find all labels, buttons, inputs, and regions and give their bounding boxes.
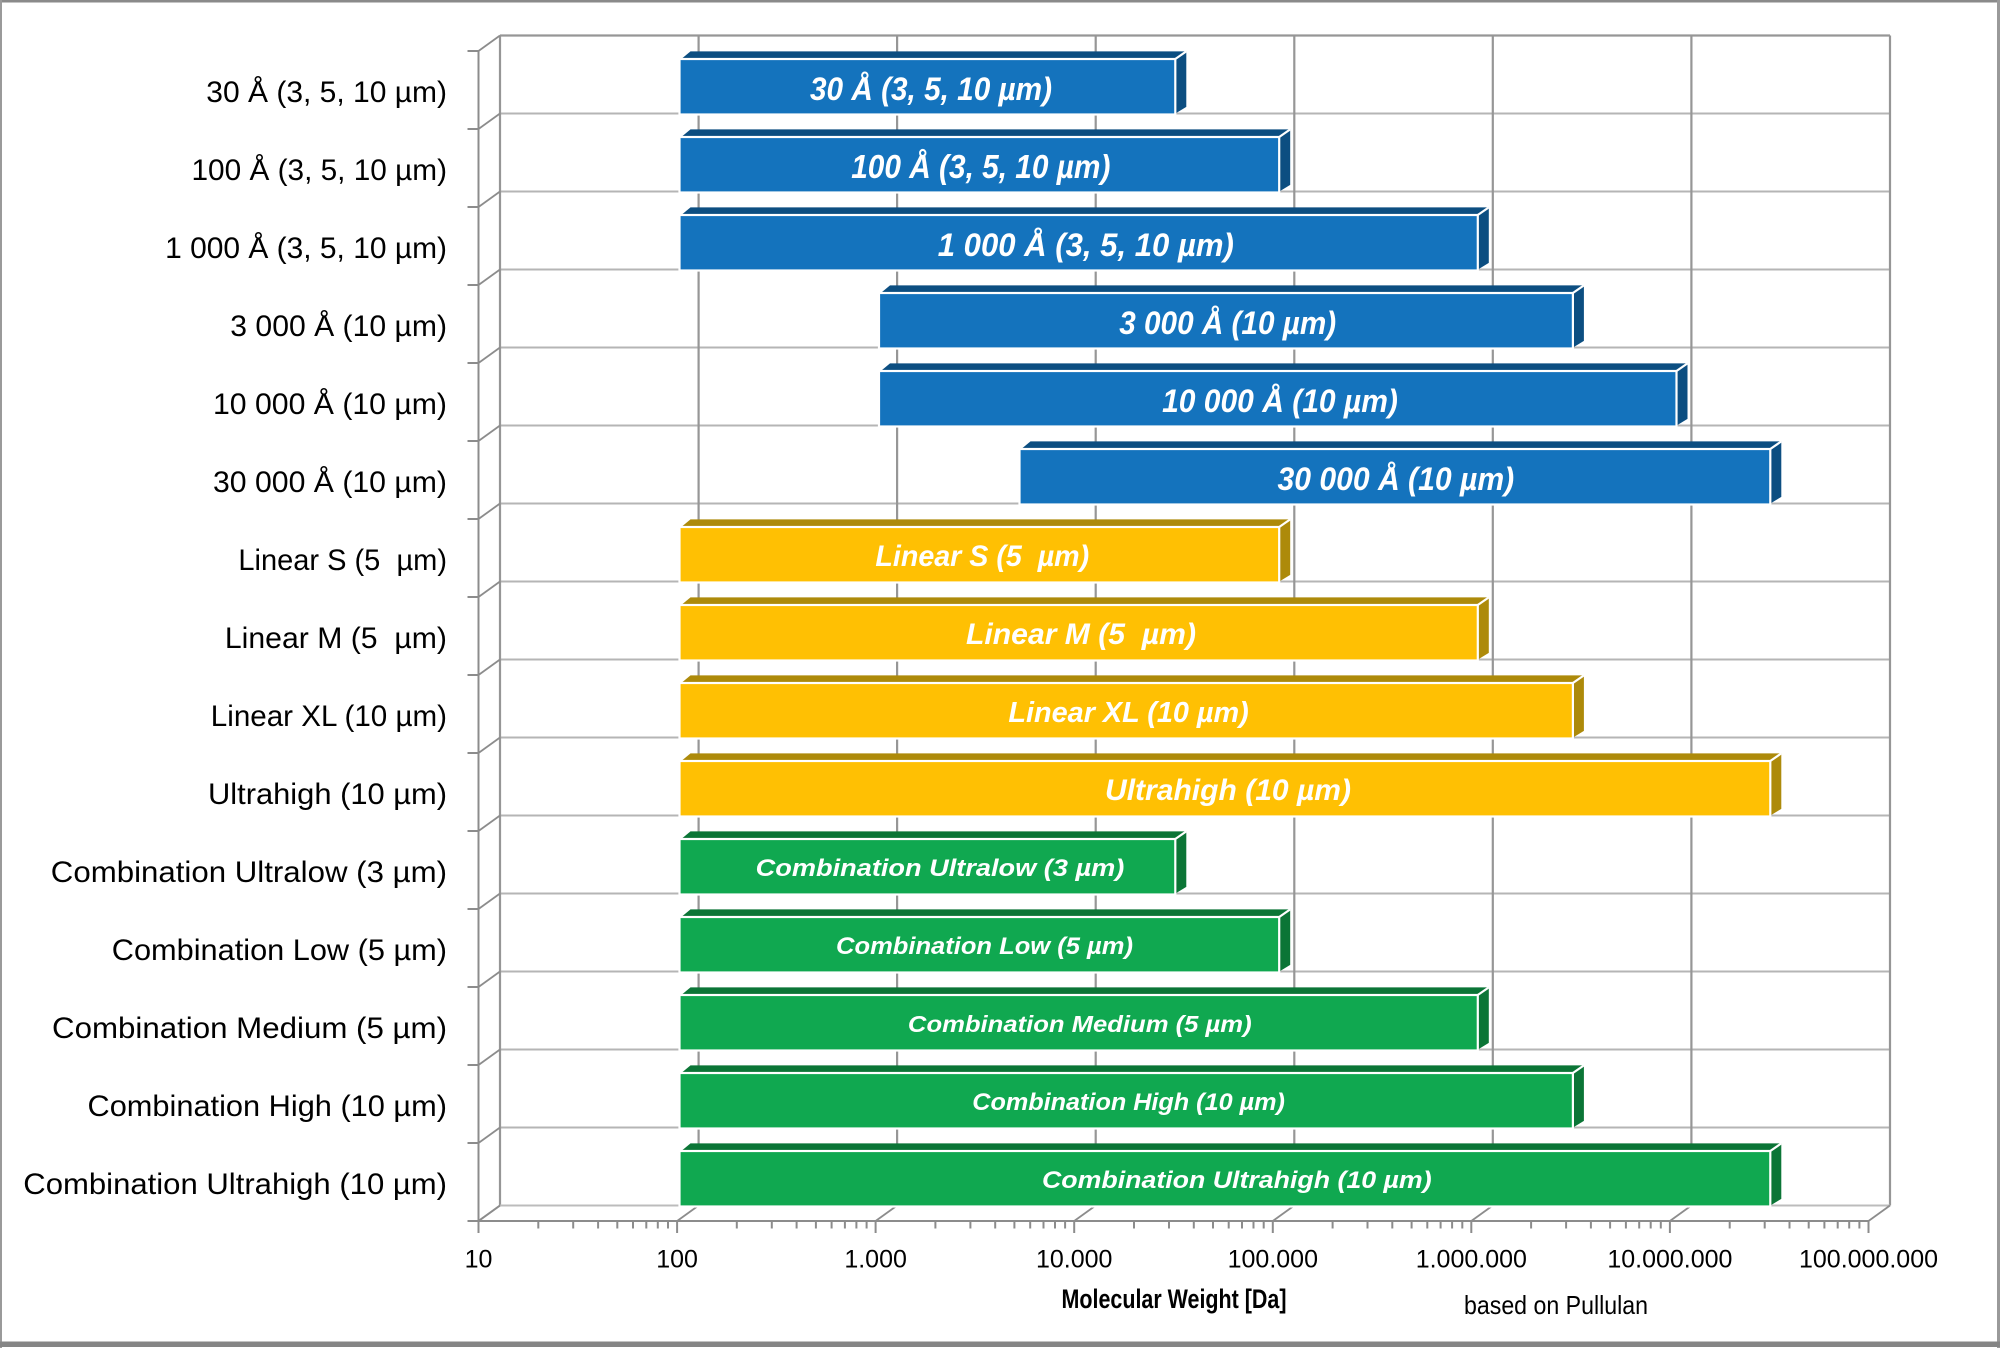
svg-text:Linear M (5 µm): Linear M (5 µm) [225, 622, 447, 655]
svg-text:Ultrahigh (10 µm): Ultrahigh (10 µm) [208, 778, 447, 811]
svg-text:Combination Low (5 µm): Combination Low (5 µm) [836, 933, 1133, 960]
svg-text:30 Å (3, 5, 10 µm): 30 Å (3, 5, 10 µm) [206, 76, 447, 109]
svg-text:Combination High (10 µm): Combination High (10 µm) [972, 1089, 1285, 1116]
svg-text:100.000: 100.000 [1228, 1246, 1318, 1274]
svg-text:100: 100 [656, 1246, 698, 1274]
svg-text:1 000 Å (3, 5, 10 µm): 1 000 Å (3, 5, 10 µm) [165, 232, 447, 265]
svg-text:3 000 Å (10 µm): 3 000 Å (10 µm) [230, 310, 447, 343]
svg-text:Linear S (5 µm): Linear S (5 µm) [875, 540, 1089, 573]
svg-text:10.000.000: 10.000.000 [1607, 1246, 1732, 1274]
svg-text:1 000 Å (3, 5, 10 µm): 1 000 Å (3, 5, 10 µm) [938, 227, 1234, 263]
svg-text:Combination Low (5 µm): Combination Low (5 µm) [112, 934, 447, 967]
svg-text:Combination High (10 µm): Combination High (10 µm) [88, 1090, 448, 1123]
svg-text:100 Å (3, 5, 10 µm): 100 Å (3, 5, 10 µm) [192, 154, 448, 187]
svg-text:based on Pullulan: based on Pullulan [1464, 1290, 1648, 1320]
svg-text:100.000.000: 100.000.000 [1799, 1246, 1938, 1274]
svg-text:30 000 Å (10 µm): 30 000 Å (10 µm) [1277, 461, 1514, 497]
svg-text:30 000 Å (10 µm): 30 000 Å (10 µm) [213, 466, 447, 499]
svg-text:Linear XL (10 µm): Linear XL (10 µm) [211, 700, 447, 733]
svg-text:Linear XL (10 µm): Linear XL (10 µm) [1008, 697, 1248, 729]
svg-text:10: 10 [465, 1246, 493, 1274]
svg-text:Ultrahigh (10 µm): Ultrahigh (10 µm) [1105, 774, 1351, 807]
svg-text:Combination Ultralow (3 µm): Combination Ultralow (3 µm) [51, 856, 447, 889]
svg-text:Molecular Weight [Da]: Molecular Weight [Da] [1062, 1284, 1287, 1314]
svg-text:10 000 Å (10 µm): 10 000 Å (10 µm) [1162, 383, 1398, 419]
svg-text:Linear S (5 µm): Linear S (5 µm) [238, 544, 447, 577]
svg-text:10 000 Å (10 µm): 10 000 Å (10 µm) [213, 388, 447, 421]
svg-text:10.000: 10.000 [1036, 1246, 1112, 1274]
svg-text:100 Å (3, 5, 10 µm): 100 Å (3, 5, 10 µm) [851, 148, 1110, 185]
svg-text:Combination Medium (5 µm): Combination Medium (5 µm) [908, 1011, 1252, 1037]
svg-text:30 Å (3, 5, 10 µm): 30 Å (3, 5, 10 µm) [810, 71, 1052, 107]
svg-text:1.000: 1.000 [844, 1246, 907, 1274]
svg-text:3 000 Å (10 µm): 3 000 Å (10 µm) [1119, 305, 1336, 341]
svg-text:Combination Ultrahigh (10 µm): Combination Ultrahigh (10 µm) [23, 1168, 447, 1201]
svg-text:Combination Ultrahigh (10 µm): Combination Ultrahigh (10 µm) [1042, 1167, 1432, 1194]
svg-text:Combination Medium (5 µm): Combination Medium (5 µm) [52, 1012, 447, 1045]
svg-text:Linear M (5 µm): Linear M (5 µm) [966, 618, 1196, 651]
svg-text:Combination Ultralow (3 µm): Combination Ultralow (3 µm) [756, 855, 1125, 882]
svg-text:1.000.000: 1.000.000 [1416, 1246, 1527, 1274]
